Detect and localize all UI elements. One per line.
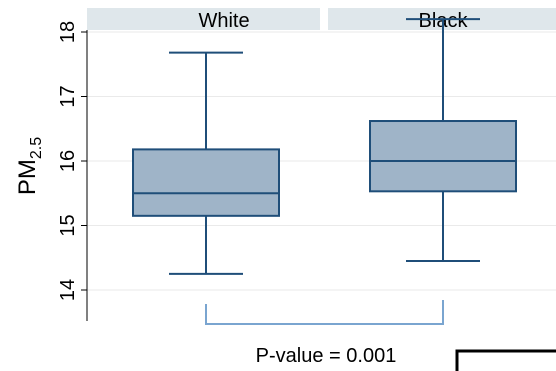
y-tick-label: 14 [57, 279, 79, 301]
boxes [132, 18, 517, 275]
y-tick-label: 17 [57, 85, 79, 107]
iqr-box [369, 120, 517, 193]
corner-frame [455, 349, 556, 371]
y-axis-title-main: PM [14, 159, 41, 195]
y-tick-label: 18 [57, 21, 79, 43]
strip-white [87, 8, 320, 30]
iqr-box [132, 148, 280, 217]
box-black [369, 18, 517, 262]
y-tick-label: 16 [57, 150, 79, 172]
y-ticks: 14 15 16 17 18 [57, 21, 87, 301]
y-axis-title: PM2.5 [14, 137, 45, 195]
y-axis-title-sub: 2.5 [28, 137, 45, 159]
box-white [132, 51, 280, 275]
strip-label-white: White [198, 10, 249, 32]
y-tick-label: 15 [57, 214, 79, 236]
significance-bracket [205, 300, 444, 325]
p-value-annotation: P-value = 0.001 [256, 345, 397, 367]
